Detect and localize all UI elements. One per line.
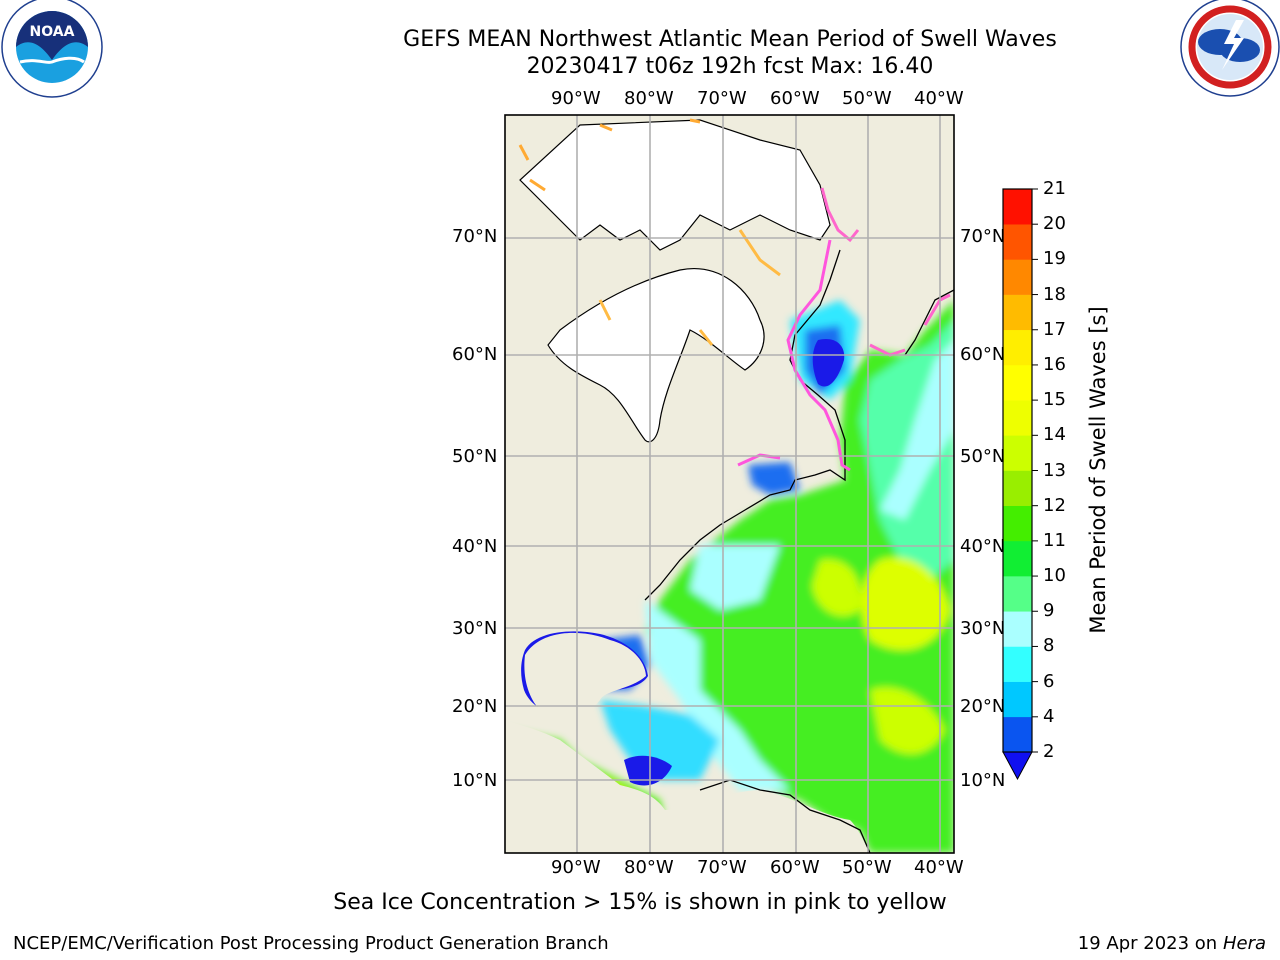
lat-label-left: 50°N [452, 446, 498, 467]
credit-text: NCEP/EMC/Verification Post Processing Pr… [13, 933, 609, 954]
colorbar [1002, 188, 1038, 781]
lon-label-top: 60°W [770, 88, 820, 109]
colorbar-label: Mean Period of Swell Waves [s] [1086, 306, 1110, 634]
greenland-coast [904, 289, 954, 356]
sea-ice-note: Sea Ice Concentration > 15% is shown in … [333, 890, 947, 915]
colorbar-tick-label: 13 [1043, 459, 1066, 481]
labrador-dark [812, 338, 845, 387]
chart-subtitle: 20230417 t06z 192h fcst Max: 16.40 [526, 54, 934, 79]
lon-label-bottom: 80°W [624, 857, 674, 878]
south-america-coast [699, 779, 871, 853]
lat-label-left: 20°N [452, 696, 498, 717]
colorbar-segment [1003, 189, 1032, 225]
colorbar-tick-label: 2 [1043, 741, 1055, 762]
svg-text:NOAA: NOAA [30, 24, 75, 40]
noaa-logo-icon: NOAA [1, 0, 103, 98]
lon-label-bottom: 60°W [770, 857, 820, 878]
lat-label-right: 70°N [960, 226, 1006, 247]
lon-label-bottom: 50°W [842, 857, 892, 878]
colorbar-tick-label: 9 [1043, 600, 1055, 622]
colorbar-tick-label: 16 [1043, 353, 1066, 375]
colorbar-tick-label: 12 [1043, 494, 1066, 516]
colorbar-segment [1003, 611, 1032, 647]
lon-label-bottom: 40°W [914, 857, 964, 878]
caribbean-dark [624, 755, 672, 786]
colorbar-segment [1003, 294, 1032, 331]
colorbar-segment [1003, 224, 1032, 260]
colorbar-tick-label: 17 [1043, 318, 1066, 340]
colorbar-segment [1003, 576, 1032, 612]
colorbar-segment [1003, 259, 1032, 295]
lon-label-bottom: 90°W [551, 857, 601, 878]
lat-label-right: 40°N [960, 536, 1006, 557]
chart-title: GEFS MEAN Northwest Atlantic Mean Period… [403, 27, 1057, 52]
lon-label-top: 40°W [914, 88, 964, 109]
colorbar-segment [1003, 470, 1032, 506]
arctic-islands [519, 119, 831, 251]
graticule [505, 115, 954, 853]
lon-label-top: 70°W [697, 88, 747, 109]
colorbar-segment [1003, 681, 1032, 718]
lat-label-left: 10°N [452, 770, 498, 791]
colorbar-tick-label: 14 [1043, 424, 1066, 446]
lon-label-top: 80°W [624, 88, 674, 109]
lat-label-right: 30°N [960, 618, 1006, 639]
lat-label-right: 50°N [960, 446, 1006, 467]
north-america-coast [505, 115, 870, 853]
host-name: Hera [1222, 933, 1266, 954]
coastline [644, 249, 846, 601]
colorbar-tick-label: 15 [1043, 389, 1066, 411]
lon-label-top: 50°W [842, 88, 892, 109]
date-text: 19 Apr 2023 on Hera [1077, 933, 1266, 954]
colorbar-segment [1003, 646, 1032, 682]
colorbar-segment [1003, 400, 1032, 436]
colorbar-tick-label: 4 [1043, 705, 1055, 727]
colorbar-segment [1003, 505, 1032, 542]
colorbar-extend-arrow [1002, 751, 1033, 781]
colorbar-segment [1003, 329, 1032, 366]
lat-label-left: 60°N [452, 344, 498, 365]
lon-label-bottom: 70°W [697, 857, 747, 878]
colorbar-segment [1003, 716, 1032, 753]
colorbar-tick-label: 11 [1043, 529, 1066, 551]
lon-label-top: 90°W [551, 88, 601, 109]
nws-logo-icon [1180, 0, 1280, 97]
map-frame [504, 114, 955, 854]
colorbar-tick-label: 8 [1043, 635, 1055, 657]
lat-label-right: 20°N [960, 696, 1006, 717]
colorbar-tick-label: 6 [1043, 670, 1055, 692]
lat-label-left: 40°N [452, 536, 498, 557]
colorbar-tick-label: 21 [1043, 178, 1066, 199]
lat-label-left: 70°N [452, 226, 498, 247]
colorbar-segment [1003, 435, 1032, 471]
colorbar-tick-label: 10 [1043, 565, 1066, 587]
lat-label-left: 30°N [452, 618, 498, 639]
colorbar-segment [1003, 364, 1032, 401]
colorbar-segment [1003, 540, 1032, 577]
lat-label-right: 10°N [960, 770, 1006, 791]
lat-label-right: 60°N [960, 344, 1006, 365]
colorbar-tick-label: 20 [1043, 213, 1066, 235]
colorbar-tick-label: 19 [1043, 248, 1066, 270]
colorbar-tick-label: 18 [1043, 283, 1066, 305]
